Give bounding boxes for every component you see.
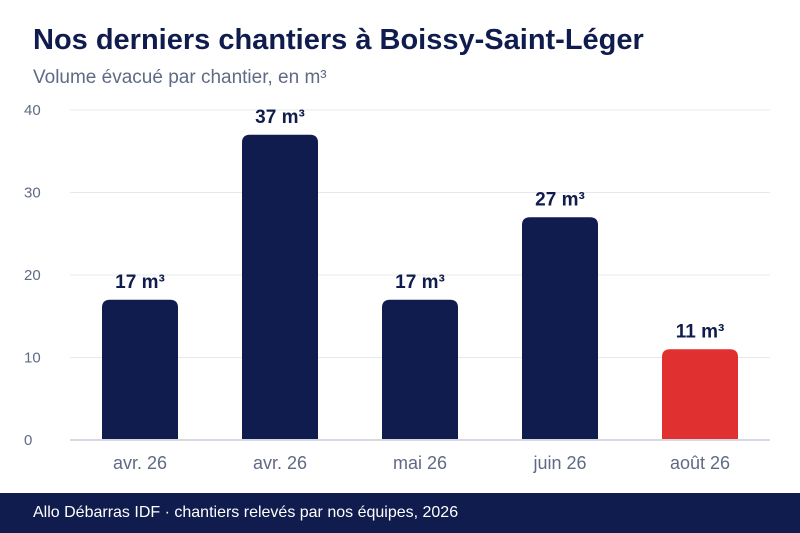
x-tick-label: mai 26: [393, 453, 447, 473]
y-tick-label: 10: [24, 350, 41, 367]
bar-chart: 0 10 20 30 40 17 m³ avr. 26 37 m³ avr. 26 17 m³ ma…: [24, 102, 770, 473]
y-tick-label: 20: [24, 267, 41, 284]
x-tick-label: avr. 26: [113, 453, 167, 473]
data-label: 37 m³: [255, 107, 305, 128]
bar: [662, 349, 738, 439]
x-tick-label: juin 26: [532, 453, 586, 473]
x-tick-label: août 26: [670, 453, 730, 473]
bar: [102, 299, 178, 439]
bar: [382, 299, 458, 439]
x-tick-label: avr. 26: [253, 453, 307, 473]
data-label: 17 m³: [395, 272, 445, 293]
bar: [522, 217, 598, 439]
footer-bar: Allo Débarras IDF · chantiers relevés pa…: [0, 493, 800, 533]
data-label: 11 m³: [676, 321, 725, 342]
bar: [242, 134, 318, 439]
data-label: 17 m³: [115, 272, 165, 293]
y-tick-label: 40: [24, 102, 41, 119]
y-tick-label: 30: [24, 185, 41, 202]
data-label: 27 m³: [535, 189, 585, 210]
footer-source: Allo Débarras IDF · chantiers relevés pa…: [33, 504, 459, 521]
y-tick-label: 0: [24, 432, 32, 449]
chart-title: Nos derniers chantiers à Boissy-Saint-Lé…: [33, 24, 644, 56]
chart-subtitle: Volume évacué par chantier, en m³: [33, 67, 327, 88]
